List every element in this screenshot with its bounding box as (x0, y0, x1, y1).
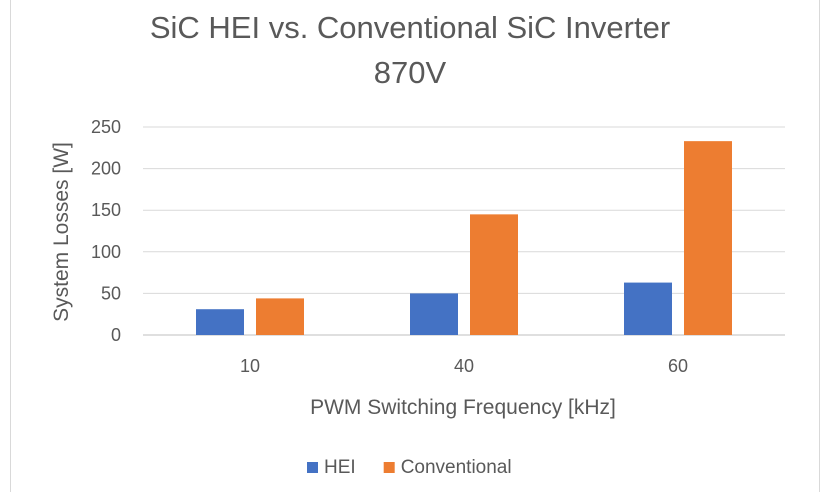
y-tick-label: 250 (91, 117, 121, 137)
y-tick-labels: 0 50 100 150 200 250 (91, 117, 121, 345)
bar-hei-10 (196, 309, 244, 335)
bar-hei-40 (410, 293, 458, 335)
x-tick-label: 60 (668, 356, 688, 376)
bars (196, 141, 732, 335)
bar-hei-60 (624, 282, 672, 335)
legend-label: Conventional (401, 457, 512, 478)
x-axis-label: PWM Switching Frequency [kHz] (310, 396, 616, 419)
y-tick-label: 50 (101, 283, 121, 303)
y-tick-label: 200 (91, 159, 121, 179)
y-tick-label: 100 (91, 242, 121, 262)
bar-conventional-40 (470, 214, 518, 335)
legend-swatch (383, 462, 395, 473)
legend-swatch (307, 462, 318, 473)
x-tick-label: 10 (240, 356, 260, 376)
x-tick-labels: 10 40 60 (240, 356, 688, 376)
x-tick-label: 40 (454, 356, 474, 376)
y-tick-label: 150 (91, 200, 121, 220)
gridlines (143, 126, 785, 336)
y-axis-label: System Losses [W] (50, 142, 73, 322)
chart-title: SiC HEI vs. Conventional SiC Inverter (150, 10, 670, 45)
legend-label: HEI (324, 457, 356, 478)
chart-subtitle: 870V (374, 55, 447, 90)
bar-conventional-10 (256, 298, 304, 335)
legend: HEI Conventional (307, 457, 512, 478)
y-tick-label: 0 (111, 325, 121, 345)
bar-conventional-60 (684, 141, 732, 335)
